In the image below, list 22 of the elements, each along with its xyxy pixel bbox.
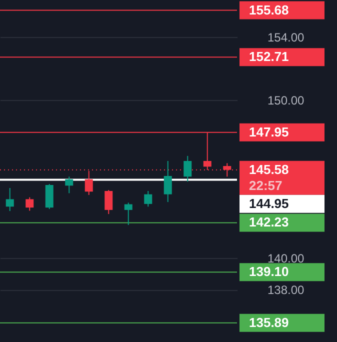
ref-line-label: 145.58 — [249, 162, 289, 177]
ref-line-label: 155.68 — [249, 2, 289, 18]
y-tick-label: 138.00 — [268, 283, 305, 298]
candlestick — [144, 190, 152, 208]
y-tick-label: 150.00 — [268, 93, 305, 108]
ref-line-label: 147.95 — [249, 124, 289, 140]
candlestick — [184, 155, 192, 182]
ref-line-label: 144.95 — [249, 196, 289, 211]
candlestick — [45, 184, 54, 210]
ref-line-label: 142.23 — [249, 214, 289, 230]
text: 22:57 — [249, 178, 282, 193]
candlestick — [164, 160, 172, 203]
ref-line-label: 139.10 — [249, 264, 289, 280]
candlestick — [65, 176, 74, 194]
candlestick — [124, 202, 132, 226]
candlestick — [104, 190, 113, 215]
candlestick — [26, 196, 34, 212]
y-tick-label: 154.00 — [268, 30, 305, 44]
y-tick-label: 140.00 — [268, 251, 305, 266]
candlestick — [6, 187, 14, 212]
ref-line-label: 152.71 — [249, 49, 289, 64]
ref-line-label: 135.89 — [249, 314, 289, 330]
